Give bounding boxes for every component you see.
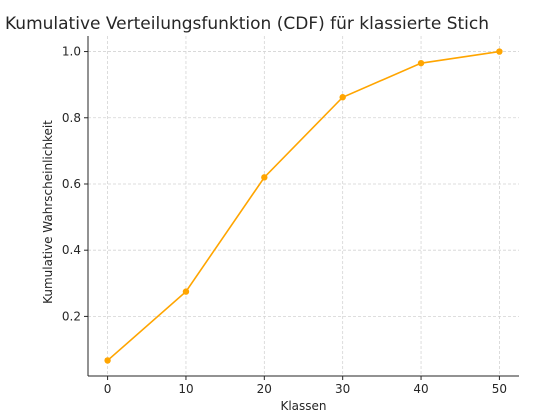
x-axis-label: Klassen [280,399,326,413]
data-point [496,48,503,55]
chart-title: Kumulative Verteilungsfunktion (CDF) für… [5,14,489,34]
x-tick-label: 20 [257,382,272,396]
x-axis-ticks: 0 10 20 30 40 50 [104,376,507,396]
y-tick-label: 0.2 [62,309,81,323]
x-tick-label: 10 [178,382,193,396]
data-point [104,357,111,364]
y-tick-label: 1.0 [62,45,81,59]
data-point [417,59,425,67]
data-point [182,288,190,295]
y-tick-label: 0.6 [62,177,81,191]
y-tick-label: 0.8 [62,111,81,125]
x-tick-label: 30 [335,382,350,396]
x-tick-label: 50 [492,382,507,396]
series-line [107,50,500,362]
grid [88,36,519,376]
data-point [339,94,346,101]
axes [87,36,519,377]
y-tick-label: 0.4 [62,243,81,257]
series-group [104,48,503,364]
y-axis-label: Kumulative Wahrscheinlichkeit [41,120,55,304]
x-tick-label: 0 [104,382,112,396]
data-point [261,174,268,181]
y-axis-ticks: 0.2 0.4 0.6 0.8 1.0 [62,45,88,323]
x-tick-label: 40 [413,382,428,396]
